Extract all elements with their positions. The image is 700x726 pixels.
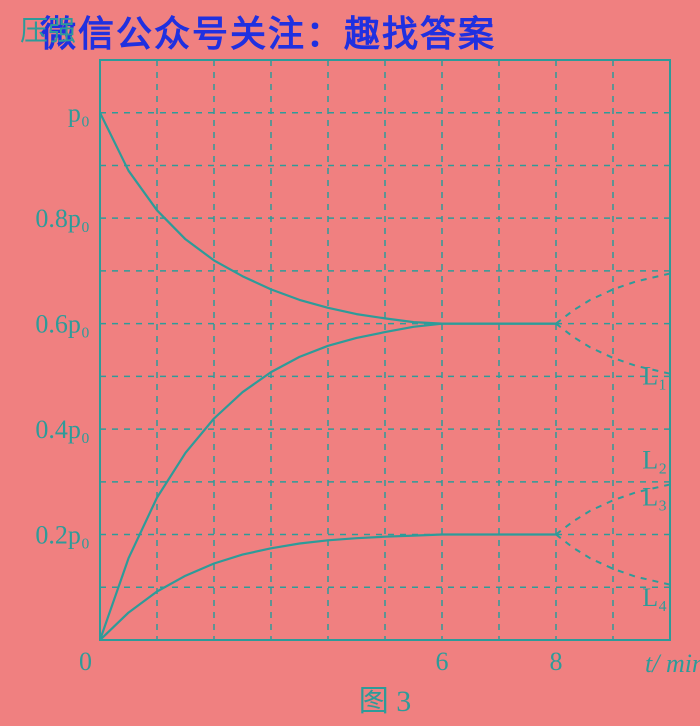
y-tick-label: 0.6p₀ [35,310,90,339]
x-tick-label: 0 [79,647,92,676]
y-tick-label: p₀ [68,99,90,128]
x-axis-label: t/ min [645,649,700,678]
y-tick-label: 0.4p₀ [35,415,90,444]
x-tick-label: 6 [436,647,449,676]
curve-label: L₃ [642,483,667,512]
y-axis-title: 压强 [20,16,76,47]
x-tick-label: 8 [550,647,563,676]
chart-svg: 0.2p₀ 0.4p₀ 0.6p₀ 0.8p₀ p₀ 0 6 8 t/ min 压强 L₁ L₂ L₃ L… [0,0,700,726]
y-tick-label: 0.2p₀ [35,521,90,550]
figure-caption: 图 3 [359,685,412,718]
y-tick-label: 0.8p₀ [35,204,90,233]
curve-label: L₂ [642,446,667,475]
curve-label: L₁ [642,361,667,390]
curve-label: L₄ [642,583,667,612]
